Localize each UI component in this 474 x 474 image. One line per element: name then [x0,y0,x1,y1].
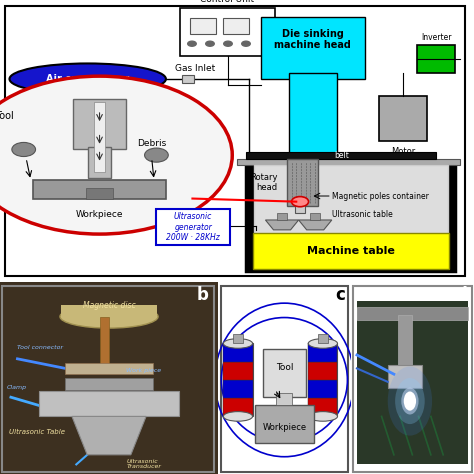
Text: d: d [456,286,468,304]
Text: Tool: Tool [276,363,293,372]
Bar [180,9,275,56]
Bar [33,181,166,199]
Circle shape [405,393,415,409]
Circle shape [206,41,214,46]
Text: Rotary
head: Rotary head [250,173,277,192]
Bar [88,146,111,178]
Bar [318,334,328,344]
Bar [190,18,216,34]
Circle shape [404,392,416,410]
Bar [223,398,253,417]
Bar [223,380,253,398]
Text: Die sinking
machine head: Die sinking machine head [274,29,351,50]
Text: Tool connector: Tool connector [18,345,64,350]
Bar [233,334,243,344]
Bar [417,45,455,73]
Text: Work piece: Work piece [127,368,162,373]
Bar [289,73,337,197]
Bar [308,398,337,417]
Bar [357,307,468,320]
Bar [61,305,157,317]
Bar [261,17,365,79]
Bar [237,159,460,165]
Bar [254,165,448,268]
Bar [73,99,126,149]
Bar [223,18,249,34]
Bar [94,101,105,172]
Bar [398,315,412,368]
Polygon shape [299,220,332,230]
Text: Gas Inlet: Gas Inlet [175,64,216,73]
Bar [308,380,337,398]
Bar [223,344,253,417]
Ellipse shape [60,305,158,328]
Bar [246,164,455,271]
Bar [253,233,449,269]
Polygon shape [265,220,299,230]
Circle shape [0,76,232,234]
Circle shape [12,142,36,156]
Text: b: b [197,286,209,304]
Circle shape [292,197,309,207]
Bar [223,362,253,380]
Bar [357,301,468,465]
Bar [182,75,194,83]
Ellipse shape [308,411,337,421]
Circle shape [145,148,168,162]
Text: belt: belt [334,151,349,160]
Bar [308,344,337,362]
Text: Ultrasonic Table: Ultrasonic Table [9,429,65,435]
Text: Air compressor: Air compressor [46,74,129,84]
Ellipse shape [223,411,253,421]
Circle shape [388,366,432,436]
Polygon shape [72,417,146,455]
Bar [295,201,305,213]
Text: Workpiece: Workpiece [76,210,123,219]
Text: Magnetic poles container: Magnetic poles container [332,191,428,201]
Text: Magnetic disc: Magnetic disc [82,301,136,310]
Text: Ultrasonic table: Ultrasonic table [332,210,392,219]
Bar [65,363,153,374]
Bar [277,213,287,220]
Circle shape [224,41,232,46]
Bar [379,96,427,141]
Bar [223,344,253,362]
Text: Workpiece: Workpiece [262,423,307,432]
Bar [246,152,436,159]
Bar [100,317,109,368]
Circle shape [242,41,250,46]
Text: Inverter: Inverter [421,33,451,42]
Bar [86,188,113,199]
Bar [65,378,153,390]
Bar [39,392,179,417]
Text: Machine
Control Unit: Machine Control Unit [201,0,255,4]
Circle shape [395,378,425,424]
Text: Motor: Motor [391,146,415,155]
Bar [156,209,230,246]
Text: Clamp: Clamp [7,385,27,390]
Bar [310,213,320,220]
Circle shape [188,41,196,46]
Ellipse shape [9,64,166,94]
Bar [388,365,422,388]
Ellipse shape [223,338,253,348]
Bar [308,362,337,380]
Bar [263,349,306,397]
Text: Debris: Debris [137,139,167,148]
Ellipse shape [308,338,337,348]
Circle shape [401,388,419,414]
Text: Machine table: Machine table [307,246,395,256]
Text: c: c [335,286,345,304]
Text: Ultrasonic
generator
200W · 28KHz: Ultrasonic generator 200W · 28KHz [166,212,220,242]
Bar [255,405,314,443]
Text: Tool: Tool [0,110,14,120]
Bar [308,344,337,417]
Bar [287,159,318,206]
Bar [276,393,292,405]
Text: Ultrasonic
Transducer: Ultrasonic Transducer [127,459,162,469]
